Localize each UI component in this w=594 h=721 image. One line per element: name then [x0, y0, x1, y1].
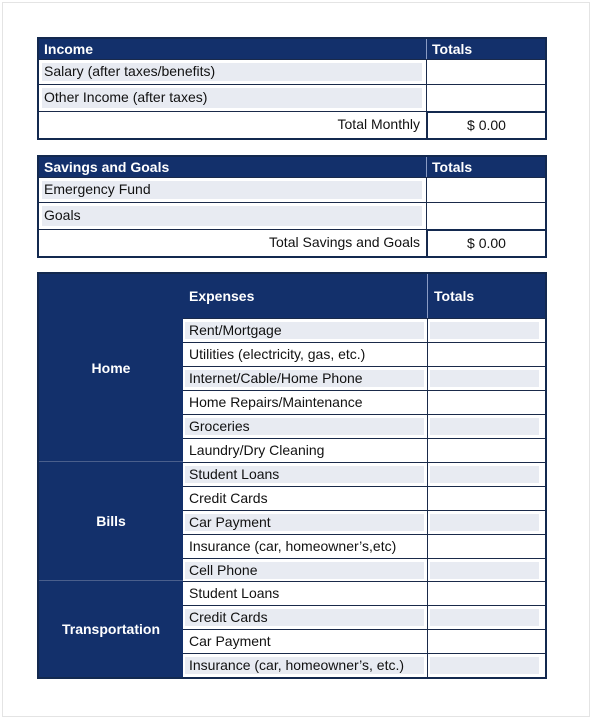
- table-row: Internet/Cable/Home Phone: [183, 366, 545, 390]
- expense-total-field[interactable]: [428, 343, 545, 366]
- expense-label: Credit Cards: [189, 490, 268, 506]
- expense-label: Utilities (electricity, gas, etc.): [189, 346, 366, 362]
- expense-total-field[interactable]: [428, 582, 545, 605]
- savings-header: Savings and Goals: [39, 157, 427, 177]
- table-row: Insurance (car, homeowner’s, etc.): [183, 653, 545, 677]
- table-row: Student Loans: [183, 581, 545, 605]
- table-row: Emergency Fund: [39, 177, 545, 202]
- category-column: [39, 274, 183, 677]
- group-bills: Bills: [39, 462, 183, 581]
- income-header-row: Income Totals: [39, 39, 545, 59]
- table-row: Home Repairs/Maintenance: [183, 390, 545, 414]
- expense-total-field[interactable]: [428, 487, 545, 510]
- expense-label: Home Repairs/Maintenance: [189, 394, 363, 410]
- income-totals-header: Totals: [432, 41, 473, 57]
- expense-label: Credit Cards: [189, 609, 268, 625]
- table-row: Rent/Mortgage: [183, 318, 545, 342]
- expense-label: Student Loans: [189, 466, 280, 482]
- expense-label: Insurance (car, homeowner’s,etc): [189, 538, 397, 554]
- savings-totals-header: Totals: [432, 159, 473, 175]
- table-row: Other Income (after taxes): [39, 84, 545, 111]
- group-transportation: Transportation: [61, 621, 160, 637]
- income-table: Income Totals Salary (after taxes/benefi…: [37, 37, 547, 140]
- other-income-label: Other Income (after taxes): [44, 89, 208, 105]
- income-header: Income: [39, 39, 427, 59]
- expense-label: Laundry/Dry Cleaning: [189, 442, 325, 458]
- total-savings-value: $ 0.00: [426, 229, 547, 258]
- expense-total-field[interactable]: [428, 391, 545, 414]
- table-row: Groceries: [183, 414, 545, 438]
- table-row: Student Loans: [183, 462, 545, 486]
- expense-label: Car Payment: [189, 633, 271, 649]
- expenses-header: Expenses: [183, 274, 428, 318]
- expense-total-field[interactable]: [428, 535, 545, 558]
- expense-total-field[interactable]: [428, 463, 545, 486]
- expenses-header-row: Expenses Totals: [183, 274, 545, 318]
- expense-label: Rent/Mortgage: [189, 322, 282, 338]
- expense-label: Car Payment: [189, 514, 271, 530]
- expenses-table: Home Bills Transportation Expenses Total…: [37, 272, 547, 679]
- table-row: Laundry/Dry Cleaning: [183, 438, 545, 462]
- total-monthly-label: Total Monthly: [39, 112, 427, 138]
- expense-label: Student Loans: [189, 585, 280, 601]
- savings-total-row: Total Savings and Goals $ 0.00: [39, 229, 547, 258]
- table-row: Utilities (electricity, gas, etc.): [183, 342, 545, 366]
- table-row: Insurance (car, homeowner’s,etc): [183, 534, 545, 558]
- expense-label: Cell Phone: [189, 562, 258, 578]
- expense-label: Insurance (car, homeowner’s, etc.): [189, 657, 405, 673]
- savings-header-row: Savings and Goals Totals: [39, 157, 545, 177]
- expense-total-field[interactable]: [428, 439, 545, 462]
- table-row: Salary (after taxes/benefits): [39, 59, 545, 84]
- expense-total-field[interactable]: [428, 511, 545, 534]
- group-home: Home: [39, 274, 183, 462]
- expense-total-field[interactable]: [428, 367, 545, 390]
- expense-label: Groceries: [189, 418, 250, 434]
- savings-table: Savings and Goals Totals Emergency Fund …: [37, 155, 547, 258]
- table-row: Credit Cards: [183, 605, 545, 629]
- salary-label: Salary (after taxes/benefits): [44, 63, 216, 79]
- expense-total-field[interactable]: [428, 606, 545, 629]
- table-row: Car Payment: [183, 629, 545, 653]
- table-row: Cell Phone: [183, 558, 545, 582]
- income-total-row: Total Monthly $ 0.00: [39, 111, 547, 140]
- table-row: Car Payment: [183, 510, 545, 534]
- expense-total-field[interactable]: [428, 559, 545, 582]
- goals-label: Goals: [44, 207, 81, 223]
- expense-total-field[interactable]: [428, 654, 545, 677]
- expense-label: Internet/Cable/Home Phone: [189, 370, 363, 386]
- expenses-totals-header: Totals: [434, 288, 475, 304]
- expense-total-field[interactable]: [428, 415, 545, 438]
- table-row: Goals: [39, 202, 545, 229]
- expense-total-field[interactable]: [428, 319, 545, 342]
- expense-total-field[interactable]: [428, 630, 545, 653]
- total-monthly-value: $ 0.00: [426, 111, 547, 140]
- table-row: Credit Cards: [183, 486, 545, 510]
- emergency-fund-label: Emergency Fund: [44, 181, 151, 197]
- goals-total-field[interactable]: [427, 203, 545, 229]
- other-income-total-field[interactable]: [427, 85, 545, 111]
- salary-total-field[interactable]: [427, 60, 545, 84]
- total-savings-label: Total Savings and Goals: [39, 230, 427, 256]
- emergency-fund-total-field[interactable]: [427, 178, 545, 202]
